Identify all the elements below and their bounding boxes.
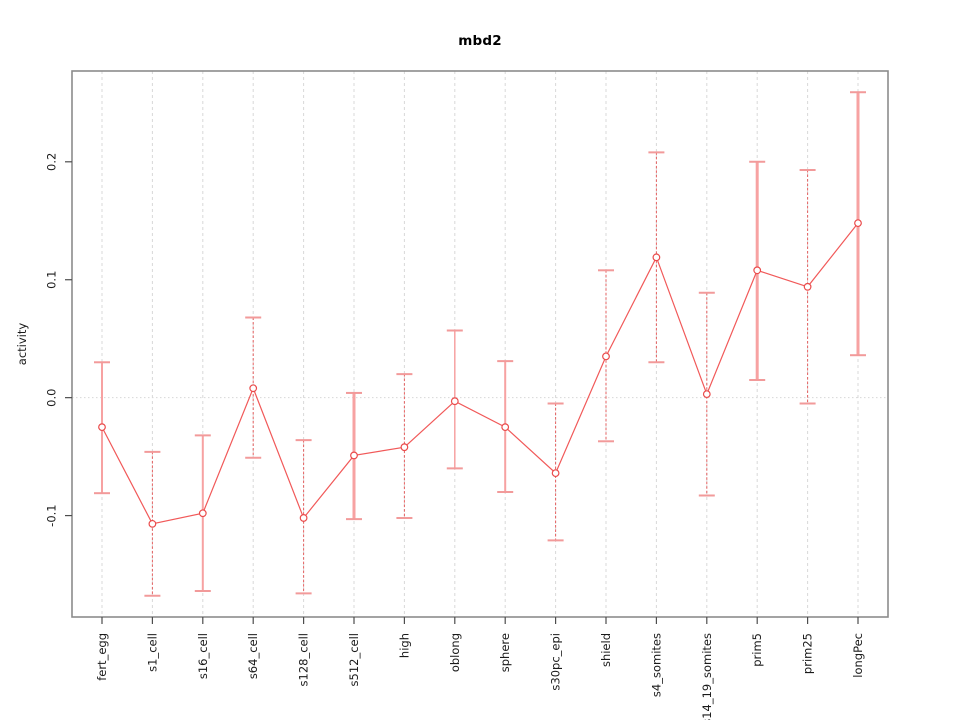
chart-title: mbd2: [458, 33, 502, 49]
y-tick-label: -0.1: [45, 504, 59, 526]
x-tick-label: prim5: [750, 633, 764, 667]
data-point-marker: [450, 397, 459, 406]
y-tick-label: 0.0: [45, 389, 59, 407]
data-point-marker: [249, 384, 258, 393]
data-point-marker: [854, 219, 862, 228]
data-point-marker: [400, 443, 409, 452]
y-tick-label: 0.2: [45, 153, 59, 171]
x-tick-label: high: [397, 633, 411, 658]
data-point-marker: [602, 352, 610, 361]
data-point-marker: [98, 423, 106, 432]
x-tick-label: s128_cell: [297, 633, 311, 686]
x-tick-label: fert_egg: [95, 633, 109, 681]
data-point-marker: [148, 519, 157, 528]
x-tick-label: s512_cell: [347, 633, 361, 686]
y-axis-label: activity: [15, 323, 29, 366]
plot-border: [71, 70, 889, 618]
x-tick-label: s64_cell: [246, 633, 260, 679]
data-point-marker: [652, 253, 661, 262]
data-point-marker: [753, 266, 762, 275]
x-tick-label: prim25: [801, 633, 815, 674]
x-tick-label: s4_somites: [649, 633, 663, 697]
series-line: [101, 222, 859, 525]
data-point-marker: [551, 469, 560, 478]
data-point-marker: [803, 282, 812, 291]
data-point-marker: [501, 423, 510, 432]
x-tick-label: longPec: [851, 633, 865, 678]
x-tick-label: s1_cell: [145, 633, 159, 672]
x-tick-label: shield: [599, 633, 613, 667]
x-tick-label: sphere: [498, 633, 512, 672]
x-tick-label: s14_19_somites: [700, 633, 714, 720]
x-tick-label: oblong: [448, 633, 462, 672]
y-tick-label: 0.1: [45, 271, 59, 289]
x-tick-label: s30pc_epi: [549, 633, 563, 691]
data-point-marker: [299, 514, 308, 522]
data-point-marker: [350, 451, 358, 460]
data-point-marker: [198, 509, 207, 518]
data-point-marker: [702, 390, 711, 399]
x-tick-label: s16_cell: [196, 633, 210, 679]
